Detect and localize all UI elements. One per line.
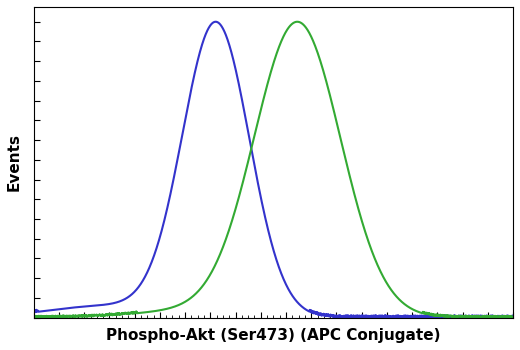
X-axis label: Phospho-Akt (Ser473) (APC Conjugate): Phospho-Akt (Ser473) (APC Conjugate) <box>106 328 440 343</box>
Y-axis label: Events: Events <box>7 133 22 191</box>
